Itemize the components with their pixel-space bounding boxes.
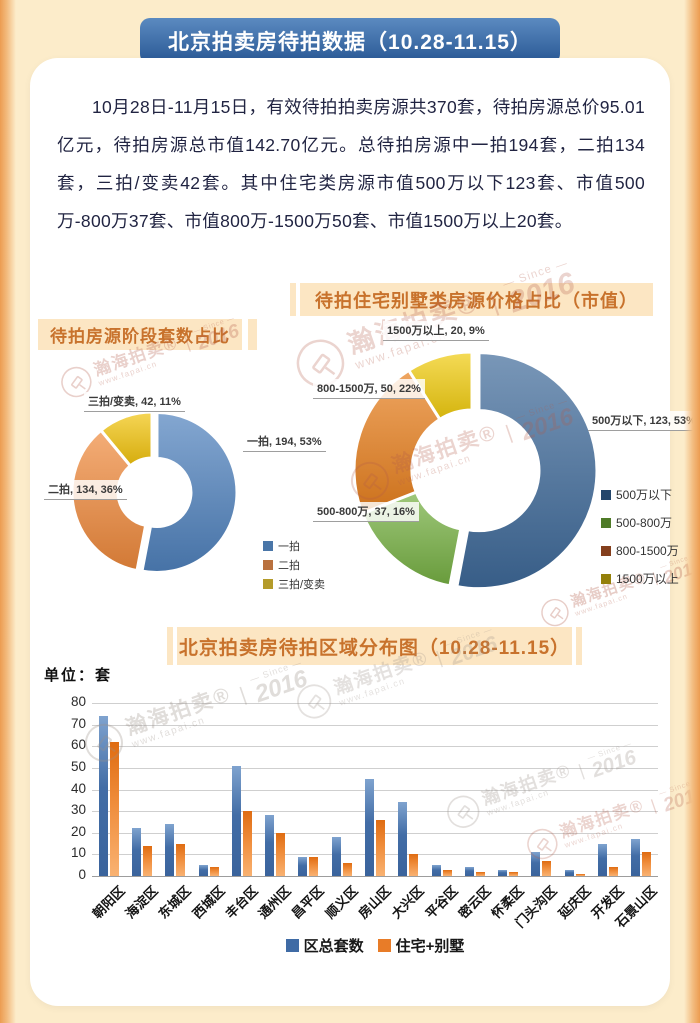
legend-item-500万以下: 500万以下 xyxy=(601,486,679,503)
left-border-strip xyxy=(0,0,16,1023)
gridline xyxy=(92,811,658,812)
legend-item-1500万以上: 1500万以上 xyxy=(601,570,679,587)
legend-item-500-800万: 500-800万 xyxy=(601,514,679,531)
y-axis-tick-label: 70 xyxy=(46,716,86,731)
bar-区总套数-东城区 xyxy=(165,824,174,876)
gridline xyxy=(92,725,658,726)
bar-区总套数-通州区 xyxy=(265,815,274,876)
bar-住宅+别墅-石景山区 xyxy=(642,852,651,876)
legend-swatch xyxy=(263,560,273,570)
y-axis-tick-label: 20 xyxy=(46,824,86,839)
bar-区总套数-丰台区 xyxy=(232,766,241,876)
donut-slice-500万以下 xyxy=(457,353,597,589)
legend-item-一拍: 一拍 xyxy=(263,538,325,554)
donut-callout-一拍: 一拍, 194, 53% xyxy=(243,432,326,452)
bar-区总套数-怀柔区 xyxy=(498,870,507,876)
section-header-district-distribution: 北京拍卖房待拍区域分布图（10.28-11.15） xyxy=(177,627,572,665)
y-axis-tick-label: 30 xyxy=(46,802,86,817)
bar-区总套数-大兴区 xyxy=(398,802,407,876)
bar-住宅+别墅-西城区 xyxy=(210,867,219,876)
donut-callout-800-1500万: 800-1500万, 50, 22% xyxy=(313,379,425,399)
donut-slice-一拍 xyxy=(142,412,237,572)
bar-chart-plot-area xyxy=(92,703,658,876)
legend-swatch xyxy=(601,574,611,584)
donut-callout-1500万以上: 1500万以上, 20, 9% xyxy=(383,321,489,341)
section-header-accent xyxy=(576,627,582,665)
bar-区总套数-密云区 xyxy=(465,867,474,876)
bar-住宅+别墅-大兴区 xyxy=(409,854,418,876)
stage-donut-legend: 一拍二拍三拍/变卖 xyxy=(263,538,325,592)
bar-区总套数-门头沟区 xyxy=(531,852,540,876)
y-axis-tick-label: 60 xyxy=(46,737,86,752)
bar-住宅+别墅-开发区 xyxy=(609,867,618,876)
legend-item-三拍/变卖: 三拍/变卖 xyxy=(263,576,325,592)
bar-住宅+别墅-延庆区 xyxy=(576,874,585,876)
right-border-strip xyxy=(684,0,700,1023)
section-header-accent xyxy=(290,283,296,316)
bar-住宅+别墅-平谷区 xyxy=(443,870,452,876)
bar-区总套数-石景山区 xyxy=(631,839,640,876)
section-header-stage-share: 待拍房源阶段套数占比 xyxy=(38,319,242,350)
bar-住宅+别墅-顺义区 xyxy=(343,863,352,876)
gridline xyxy=(92,703,658,704)
bar-住宅+别墅-丰台区 xyxy=(243,811,252,876)
y-axis-tick-label: 0 xyxy=(46,867,86,882)
section-header-accent xyxy=(248,319,257,350)
bar-区总套数-房山区 xyxy=(365,779,374,876)
legend-label: 500-800万 xyxy=(616,514,672,531)
summary-paragraph: 10月28日-11月15日，有效待拍拍卖房源共370套，待拍房源总价95.01亿… xyxy=(57,88,645,240)
legend-label: 一拍 xyxy=(278,538,300,554)
legend-item-二拍: 二拍 xyxy=(263,557,325,573)
bar-住宅+别墅-房山区 xyxy=(376,820,385,876)
legend-swatch xyxy=(263,541,273,551)
legend-item-800-1500万: 800-1500万 xyxy=(601,542,679,559)
y-axis-tick-label: 40 xyxy=(46,781,86,796)
section-header-accent xyxy=(167,627,173,665)
bar-住宅+别墅-密云区 xyxy=(476,872,485,876)
legend-label: 500万以下 xyxy=(616,486,672,503)
bar-区总套数-开发区 xyxy=(598,844,607,876)
bar-chart-unit-label: 单位：套 xyxy=(44,664,112,685)
y-axis-tick-label: 10 xyxy=(46,845,86,860)
bar-区总套数-延庆区 xyxy=(565,870,574,876)
bar-住宅+别墅-昌平区 xyxy=(309,857,318,876)
section-header-price-share: 待拍住宅别墅类房源价格占比（市值） xyxy=(300,283,653,316)
legend-label: 二拍 xyxy=(278,557,300,573)
gridline xyxy=(92,790,658,791)
price-donut-legend: 500万以下 500-800万 800-1500万 1500万以上 xyxy=(601,486,679,587)
legend-swatch xyxy=(263,579,273,589)
bar-区总套数-顺义区 xyxy=(332,837,341,876)
bar-住宅+别墅-怀柔区 xyxy=(509,872,518,876)
bar-住宅+别墅-东城区 xyxy=(176,844,185,876)
bar-区总套数-平谷区 xyxy=(432,865,441,876)
bar-区总套数-西城区 xyxy=(199,865,208,876)
y-axis-tick-label: 50 xyxy=(46,759,86,774)
donut-callout-三拍/变卖: 三拍/变卖, 42, 11% xyxy=(84,392,185,412)
gridline xyxy=(92,833,658,834)
legend-label: 800-1500万 xyxy=(616,542,679,559)
bar-区总套数-海淀区 xyxy=(132,828,141,876)
infographic-page: 北京拍卖房待拍数据（10.28-11.15） 10月28日-11月15日，有效待… xyxy=(0,0,700,1023)
donut-callout-二拍: 二拍, 134, 36% xyxy=(44,480,127,500)
y-axis-tick-label: 80 xyxy=(46,694,86,709)
legend-swatch xyxy=(601,518,611,528)
donut-callout-500-800万: 500-800万, 37, 16% xyxy=(313,502,419,522)
legend-label: 1500万以上 xyxy=(616,570,679,587)
bar-区总套数-昌平区 xyxy=(298,857,307,876)
bar-住宅+别墅-门头沟区 xyxy=(542,861,551,876)
legend-swatch xyxy=(601,546,611,556)
bar-住宅+别墅-海淀区 xyxy=(143,846,152,876)
bar-住宅+别墅-通州区 xyxy=(276,833,285,876)
gridline xyxy=(92,768,658,769)
bar-住宅+别墅-朝阳区 xyxy=(110,742,119,876)
gridline xyxy=(92,746,658,747)
legend-swatch xyxy=(601,490,611,500)
bar-区总套数-朝阳区 xyxy=(99,716,108,876)
gridline xyxy=(92,876,658,877)
legend-label: 三拍/变卖 xyxy=(278,576,325,592)
